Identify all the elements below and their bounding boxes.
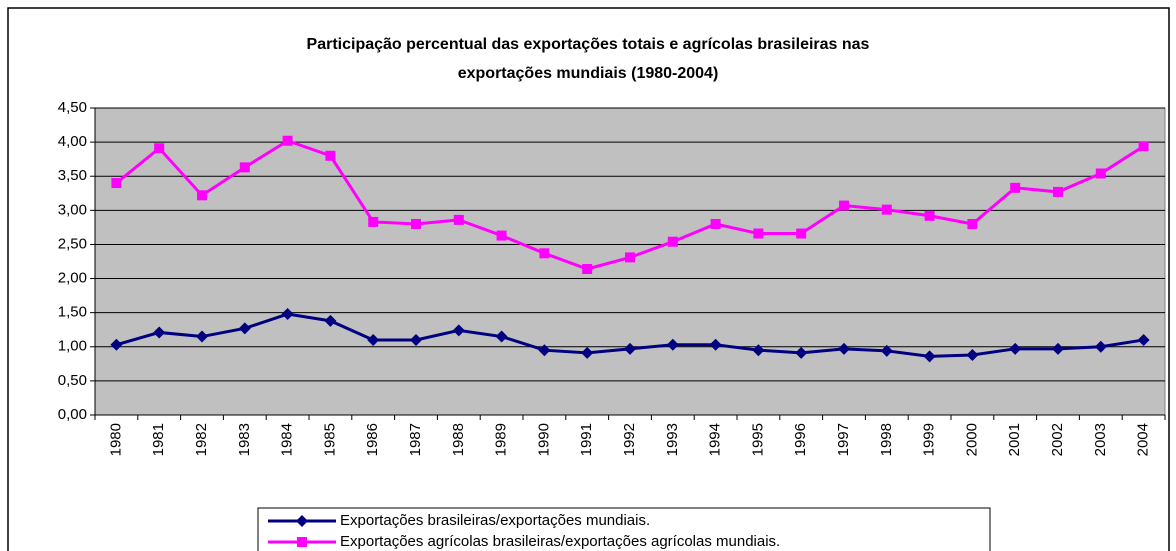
y-tick-label: 0,50 — [58, 372, 87, 389]
data-point — [838, 342, 850, 355]
data-point — [1095, 168, 1106, 179]
data-point — [238, 322, 251, 335]
legend-marker — [296, 515, 308, 527]
data-point — [967, 218, 978, 229]
x-tick-label: 2000 — [963, 423, 980, 456]
x-tick-label: 1981 — [150, 423, 167, 456]
x-tick-label: 1999 — [921, 423, 938, 456]
chart-title: exportações mundiais (1980-2004) — [458, 65, 719, 82]
data-point — [1052, 342, 1064, 355]
data-point — [625, 252, 635, 263]
x-tick-label: 2003 — [1092, 423, 1109, 456]
y-tick-label: 3,00 — [58, 201, 87, 218]
x-tick-label: 1995 — [749, 423, 766, 456]
x-tick-label: 1984 — [279, 423, 296, 456]
y-tick-label: 1,00 — [58, 338, 87, 355]
x-tick-label: 2001 — [1006, 423, 1023, 456]
data-point — [1010, 182, 1021, 193]
x-tick-label: 1988 — [450, 423, 467, 456]
x-tick-label: 1990 — [535, 423, 552, 456]
data-point — [1094, 340, 1107, 353]
data-point — [197, 190, 207, 201]
data-point — [839, 200, 849, 211]
data-point — [924, 210, 935, 221]
legend-label: Exportações brasileiras/exportações mund… — [340, 512, 650, 529]
data-point — [1009, 342, 1022, 355]
data-point — [324, 314, 337, 327]
data-point — [624, 342, 636, 355]
y-tick-label: 2,00 — [58, 270, 87, 287]
data-point — [367, 333, 380, 346]
legend-marker — [297, 537, 307, 547]
y-tick-label: 4,50 — [58, 99, 87, 116]
y-tick-label: 3,50 — [58, 167, 87, 184]
data-point — [496, 230, 507, 241]
y-tick-label: 1,50 — [58, 304, 87, 321]
legend-label: Exportações agrícolas brasileiras/export… — [340, 533, 780, 550]
y-tick-label: 0,00 — [58, 406, 87, 423]
data-point — [581, 346, 594, 359]
x-tick-label: 1994 — [707, 423, 724, 456]
x-tick-label: 1997 — [835, 423, 852, 456]
x-tick-label: 1996 — [792, 423, 809, 456]
data-point — [411, 218, 421, 229]
x-tick-label: 2002 — [1049, 423, 1066, 456]
x-tick-label: 1986 — [364, 423, 381, 456]
data-point — [325, 150, 336, 161]
data-point — [1053, 186, 1063, 197]
data-point — [753, 228, 764, 239]
data-point — [239, 162, 250, 173]
data-point — [1138, 141, 1149, 152]
data-point — [796, 228, 807, 239]
data-point — [153, 326, 166, 339]
data-point — [410, 333, 422, 346]
data-point — [666, 338, 679, 351]
x-tick-label: 1982 — [193, 423, 210, 456]
y-tick-label: 2,50 — [58, 235, 87, 252]
data-point — [111, 178, 122, 189]
y-tick-label: 4,00 — [58, 133, 87, 150]
x-tick-label: 1991 — [578, 423, 595, 456]
data-point — [1137, 333, 1150, 346]
data-point — [282, 135, 293, 146]
data-point — [880, 344, 893, 357]
data-point — [710, 218, 721, 229]
data-point — [582, 264, 593, 275]
data-point — [281, 308, 294, 321]
data-point — [538, 344, 551, 357]
legend-box — [257, 507, 991, 551]
x-tick-label: 2004 — [1135, 423, 1152, 456]
data-point — [453, 214, 464, 225]
data-point — [154, 143, 165, 154]
data-point — [110, 338, 123, 351]
x-tick-label: 1992 — [621, 423, 638, 456]
data-point — [539, 248, 550, 259]
x-tick-label: 1998 — [878, 423, 895, 456]
data-point — [196, 330, 208, 343]
data-point — [709, 338, 722, 351]
x-tick-label: 1980 — [107, 423, 124, 456]
data-point — [881, 204, 892, 215]
x-tick-label: 1983 — [236, 423, 253, 456]
data-point — [452, 324, 465, 337]
x-tick-label: 1985 — [321, 423, 338, 456]
x-tick-label: 1993 — [664, 423, 681, 456]
data-point — [923, 350, 936, 363]
data-point — [752, 344, 765, 357]
data-point — [495, 330, 508, 343]
data-point — [368, 216, 379, 227]
x-tick-label: 1987 — [407, 423, 424, 456]
chart-title: Participação percentual das exportações … — [307, 36, 870, 53]
data-point — [667, 236, 678, 247]
data-point — [795, 346, 808, 359]
x-tick-label: 1989 — [493, 423, 510, 456]
data-point — [966, 348, 979, 361]
